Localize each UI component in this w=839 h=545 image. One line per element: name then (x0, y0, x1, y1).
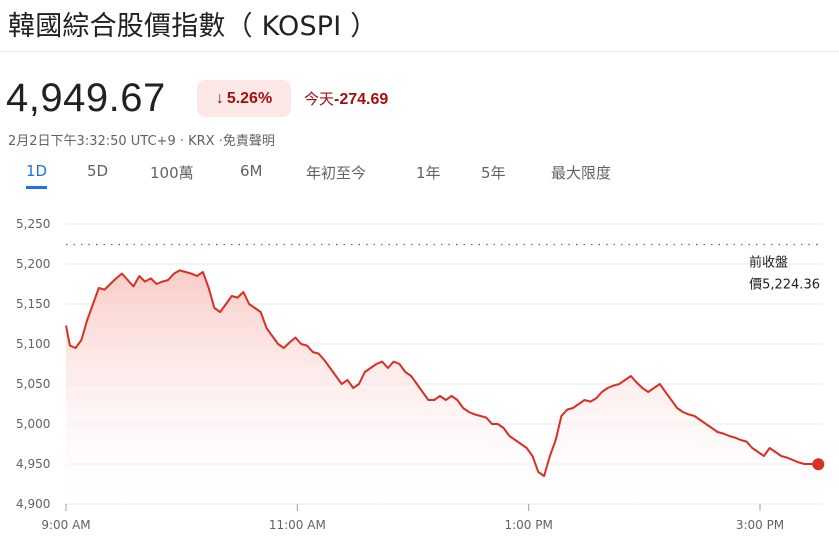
today-change-value: -274.69 (334, 91, 389, 108)
tab-max[interactable]: 最大限度 (551, 164, 612, 182)
last-price-marker (812, 458, 825, 471)
y-tick-label: 5,200 (16, 257, 50, 271)
change-percent-badge: ↓ 5.26% (197, 80, 291, 117)
arrow-down-icon: ↓ (215, 89, 224, 107)
x-tick-label: 1:00 PM (504, 518, 552, 532)
today-label: 今天 (304, 90, 335, 108)
y-tick-label: 5,250 (16, 217, 50, 231)
y-tick-label: 5,150 (16, 297, 50, 311)
tab-1d[interactable]: 1D (26, 160, 48, 189)
price-chart[interactable]: 4,900 4,950 5,000 5,050 5,100 5,150 5,200 5,250… (0, 205, 839, 545)
tab-1m[interactable]: 100萬 (150, 164, 194, 182)
quote-meta[interactable]: 2月2日下午3:32:50 UTC+9 · KRX ·免責聲明 (8, 134, 275, 149)
previous-close-value: 價5,224.36 (749, 278, 820, 293)
current-price: 4,949.67 (6, 76, 166, 120)
y-tick-label: 5,050 (16, 377, 50, 391)
y-axis-labels: 4,900 4,950 5,000 5,050 5,100 5,150 5,200 5,250 (16, 217, 50, 511)
x-tick-label: 9:00 AM (41, 518, 90, 532)
x-axis-labels: 9:00 AM 11:00 AM 1:00 PM 3:00 PM (41, 504, 784, 532)
y-tick-label: 4,950 (16, 457, 50, 471)
tab-ytd[interactable]: 年初至今 (306, 164, 367, 182)
page-title: 韓國綜合股價指數（ KOSPI ） (8, 11, 378, 42)
title-divider (0, 51, 839, 52)
y-tick-label: 4,900 (16, 497, 50, 511)
price-line (65, 269, 818, 477)
change-percent: 5.26% (226, 89, 273, 107)
x-tick-label: 11:00 AM (269, 518, 326, 532)
x-tick-label: 3:00 PM (736, 518, 784, 532)
tab-5d[interactable]: 5D (87, 162, 109, 180)
tab-6m[interactable]: 6M (240, 162, 263, 180)
previous-close-label: 前收盤 (749, 255, 788, 271)
y-tick-label: 5,000 (16, 417, 50, 431)
tab-5y[interactable]: 5年 (481, 164, 506, 182)
price-area-fill (66, 270, 818, 504)
tab-1y[interactable]: 1年 (416, 164, 441, 182)
today-change: 今天-274.69 (304, 88, 388, 109)
y-tick-label: 5,100 (16, 337, 50, 351)
